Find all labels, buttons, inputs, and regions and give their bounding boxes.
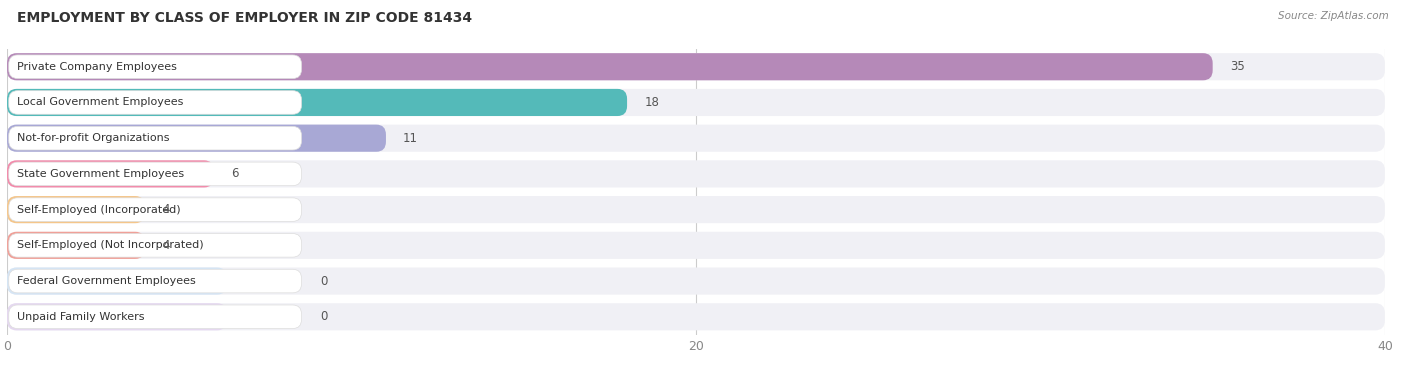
FancyBboxPatch shape: [7, 303, 226, 331]
FancyBboxPatch shape: [7, 267, 1385, 295]
FancyBboxPatch shape: [7, 53, 1385, 80]
FancyBboxPatch shape: [7, 89, 1385, 116]
FancyBboxPatch shape: [8, 233, 301, 257]
FancyBboxPatch shape: [8, 162, 301, 186]
FancyBboxPatch shape: [7, 124, 1385, 152]
Text: Self-Employed (Incorporated): Self-Employed (Incorporated): [17, 205, 181, 215]
FancyBboxPatch shape: [7, 303, 1385, 331]
FancyBboxPatch shape: [8, 55, 301, 79]
FancyBboxPatch shape: [7, 53, 1212, 80]
Text: 4: 4: [162, 239, 170, 252]
FancyBboxPatch shape: [7, 196, 145, 223]
FancyBboxPatch shape: [8, 269, 301, 293]
FancyBboxPatch shape: [7, 196, 1385, 223]
Text: 18: 18: [644, 96, 659, 109]
Text: Not-for-profit Organizations: Not-for-profit Organizations: [17, 133, 170, 143]
FancyBboxPatch shape: [7, 124, 385, 152]
FancyBboxPatch shape: [7, 160, 1385, 188]
FancyBboxPatch shape: [8, 91, 301, 114]
Text: Source: ZipAtlas.com: Source: ZipAtlas.com: [1278, 11, 1389, 21]
Text: Federal Government Employees: Federal Government Employees: [17, 276, 195, 286]
FancyBboxPatch shape: [7, 89, 627, 116]
Text: 35: 35: [1230, 60, 1244, 73]
Text: EMPLOYMENT BY CLASS OF EMPLOYER IN ZIP CODE 81434: EMPLOYMENT BY CLASS OF EMPLOYER IN ZIP C…: [17, 11, 472, 25]
FancyBboxPatch shape: [8, 126, 301, 150]
Text: 6: 6: [231, 167, 239, 180]
FancyBboxPatch shape: [7, 267, 226, 295]
Text: Self-Employed (Not Incorporated): Self-Employed (Not Incorporated): [17, 240, 204, 250]
Text: Local Government Employees: Local Government Employees: [17, 97, 184, 108]
Text: 11: 11: [404, 132, 418, 145]
FancyBboxPatch shape: [8, 305, 301, 329]
Text: State Government Employees: State Government Employees: [17, 169, 184, 179]
FancyBboxPatch shape: [7, 232, 1385, 259]
Text: 0: 0: [321, 310, 328, 323]
Text: 0: 0: [321, 274, 328, 288]
FancyBboxPatch shape: [7, 160, 214, 188]
Text: Private Company Employees: Private Company Employees: [17, 62, 177, 72]
Text: 4: 4: [162, 203, 170, 216]
Text: Unpaid Family Workers: Unpaid Family Workers: [17, 312, 145, 322]
FancyBboxPatch shape: [7, 232, 145, 259]
FancyBboxPatch shape: [8, 198, 301, 221]
